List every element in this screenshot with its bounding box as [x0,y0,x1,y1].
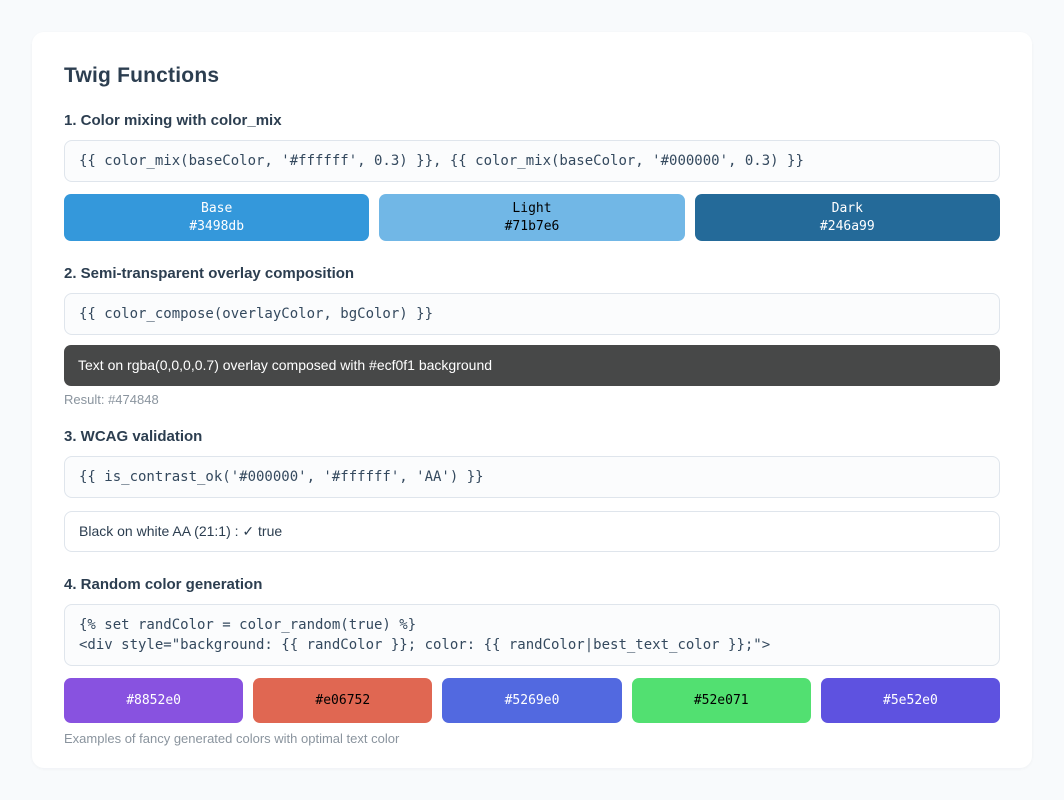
swatch-light: Light #71b7e6 [379,194,685,241]
content-card: Twig Functions 1. Color mixing with colo… [32,32,1032,768]
section-random: 4. Random color generation {% set randCo… [64,576,1001,747]
page-title: Twig Functions [64,64,220,87]
section-heading-color-mix: 1. Color mixing with color_mix [64,112,282,129]
code-line-2: <div style="background: {{ randColor }};… [79,637,771,653]
section-heading-wcag: 3. WCAG validation [64,428,203,445]
overlay-result-bar: Text on rgba(0,0,0,0.7) overlay composed… [64,345,1000,386]
swatch-light-hex: #71b7e6 [504,218,560,234]
section-heading-random: 4. Random color generation [64,576,263,593]
code-block-random: {% set randColor = color_random(true) %}… [64,604,1000,666]
overlay-result-caption: Result: #474848 [64,392,159,407]
section-color-mix: 1. Color mixing with color_mix {{ color_… [64,112,1000,241]
swatch-row-random: #8852e0 #e06752 #5269e0 #52e071 #5e52e0 [64,678,1001,723]
random-swatch-5: #5e52e0 [820,678,1001,723]
random-caption: Examples of fancy generated colors with … [64,731,400,746]
code-block-wcag: {{ is_contrast_ok('#000000', '#ffffff', … [64,456,1000,498]
code-line-1: {% set randColor = color_random(true) %} [79,617,417,633]
swatch-dark-label: Dark [831,200,863,216]
swatch-dark-hex: #246a99 [819,218,875,234]
wcag-result-box: Black on white AA (21:1) : ✓ true [64,511,1000,552]
swatch-base-hex: #3498db [189,218,245,234]
swatch-row-color-mix: Base #3498db Light #71b7e6 Dark #246a99 [64,194,1000,241]
swatch-light-label: Light [512,200,552,216]
random-swatch-3: #5269e0 [442,678,622,723]
swatch-base: Base #3498db [64,194,370,241]
random-swatch-4: #52e071 [631,678,811,723]
code-block-color-mix: {{ color_mix(baseColor, '#ffffff', 0.3) … [64,140,1000,182]
random-swatch-1: #8852e0 [64,678,244,723]
swatch-base-label: Base [201,200,233,216]
code-block-overlay: {{ color_compose(overlayColor, bgColor) … [64,293,1000,335]
section-overlay: 2. Semi-transparent overlay composition … [64,265,1000,408]
section-heading-overlay: 2. Semi-transparent overlay composition [64,265,355,282]
swatch-dark: Dark #246a99 [694,194,1000,241]
section-wcag: 3. WCAG validation {{ is_contrast_ok('#0… [64,428,1000,552]
random-swatch-2: #e06752 [253,678,433,723]
